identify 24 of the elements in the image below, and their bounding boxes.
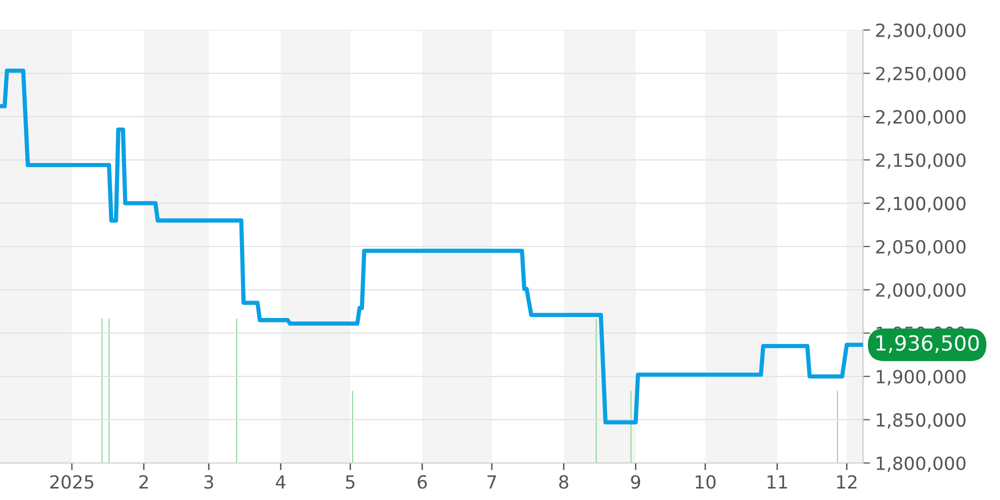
y-tick-label: 1,850,000 [876, 413, 966, 429]
y-tick-label: 2,050,000 [876, 240, 966, 256]
x-tick-label: 2 [139, 475, 148, 489]
x-tick-label: 10 [696, 475, 716, 489]
x-tick-label: 2025 [50, 475, 94, 489]
annotation: 1,936,500 [876, 335, 979, 353]
x-tick-label: 3 [204, 475, 214, 489]
x-tick-label: 7 [488, 475, 496, 489]
x-tick-label: 8 [559, 475, 568, 489]
y-tick-label: 2,300,000 [876, 23, 966, 39]
y-tick-label: 2,000,000 [876, 283, 966, 299]
x-tick-label: 12 [837, 475, 856, 489]
x-tick-label: 11 [768, 475, 787, 489]
y-tick-label: 2,150,000 [876, 153, 966, 169]
y-tick-label: 2,250,000 [876, 66, 966, 82]
y-tick-label: 1,800,000 [876, 456, 966, 472]
y-tick-label: 2,200,000 [876, 110, 966, 126]
y-tick-label: 2,100,000 [876, 196, 966, 212]
x-tick-label: 4 [276, 475, 286, 489]
x-tick-label: 9 [631, 475, 640, 489]
x-tick-label: 5 [346, 475, 354, 489]
y-tick-label: 1,900,000 [876, 370, 966, 386]
line-series [0, 68, 863, 424]
x-tick-label: 6 [418, 475, 427, 489]
